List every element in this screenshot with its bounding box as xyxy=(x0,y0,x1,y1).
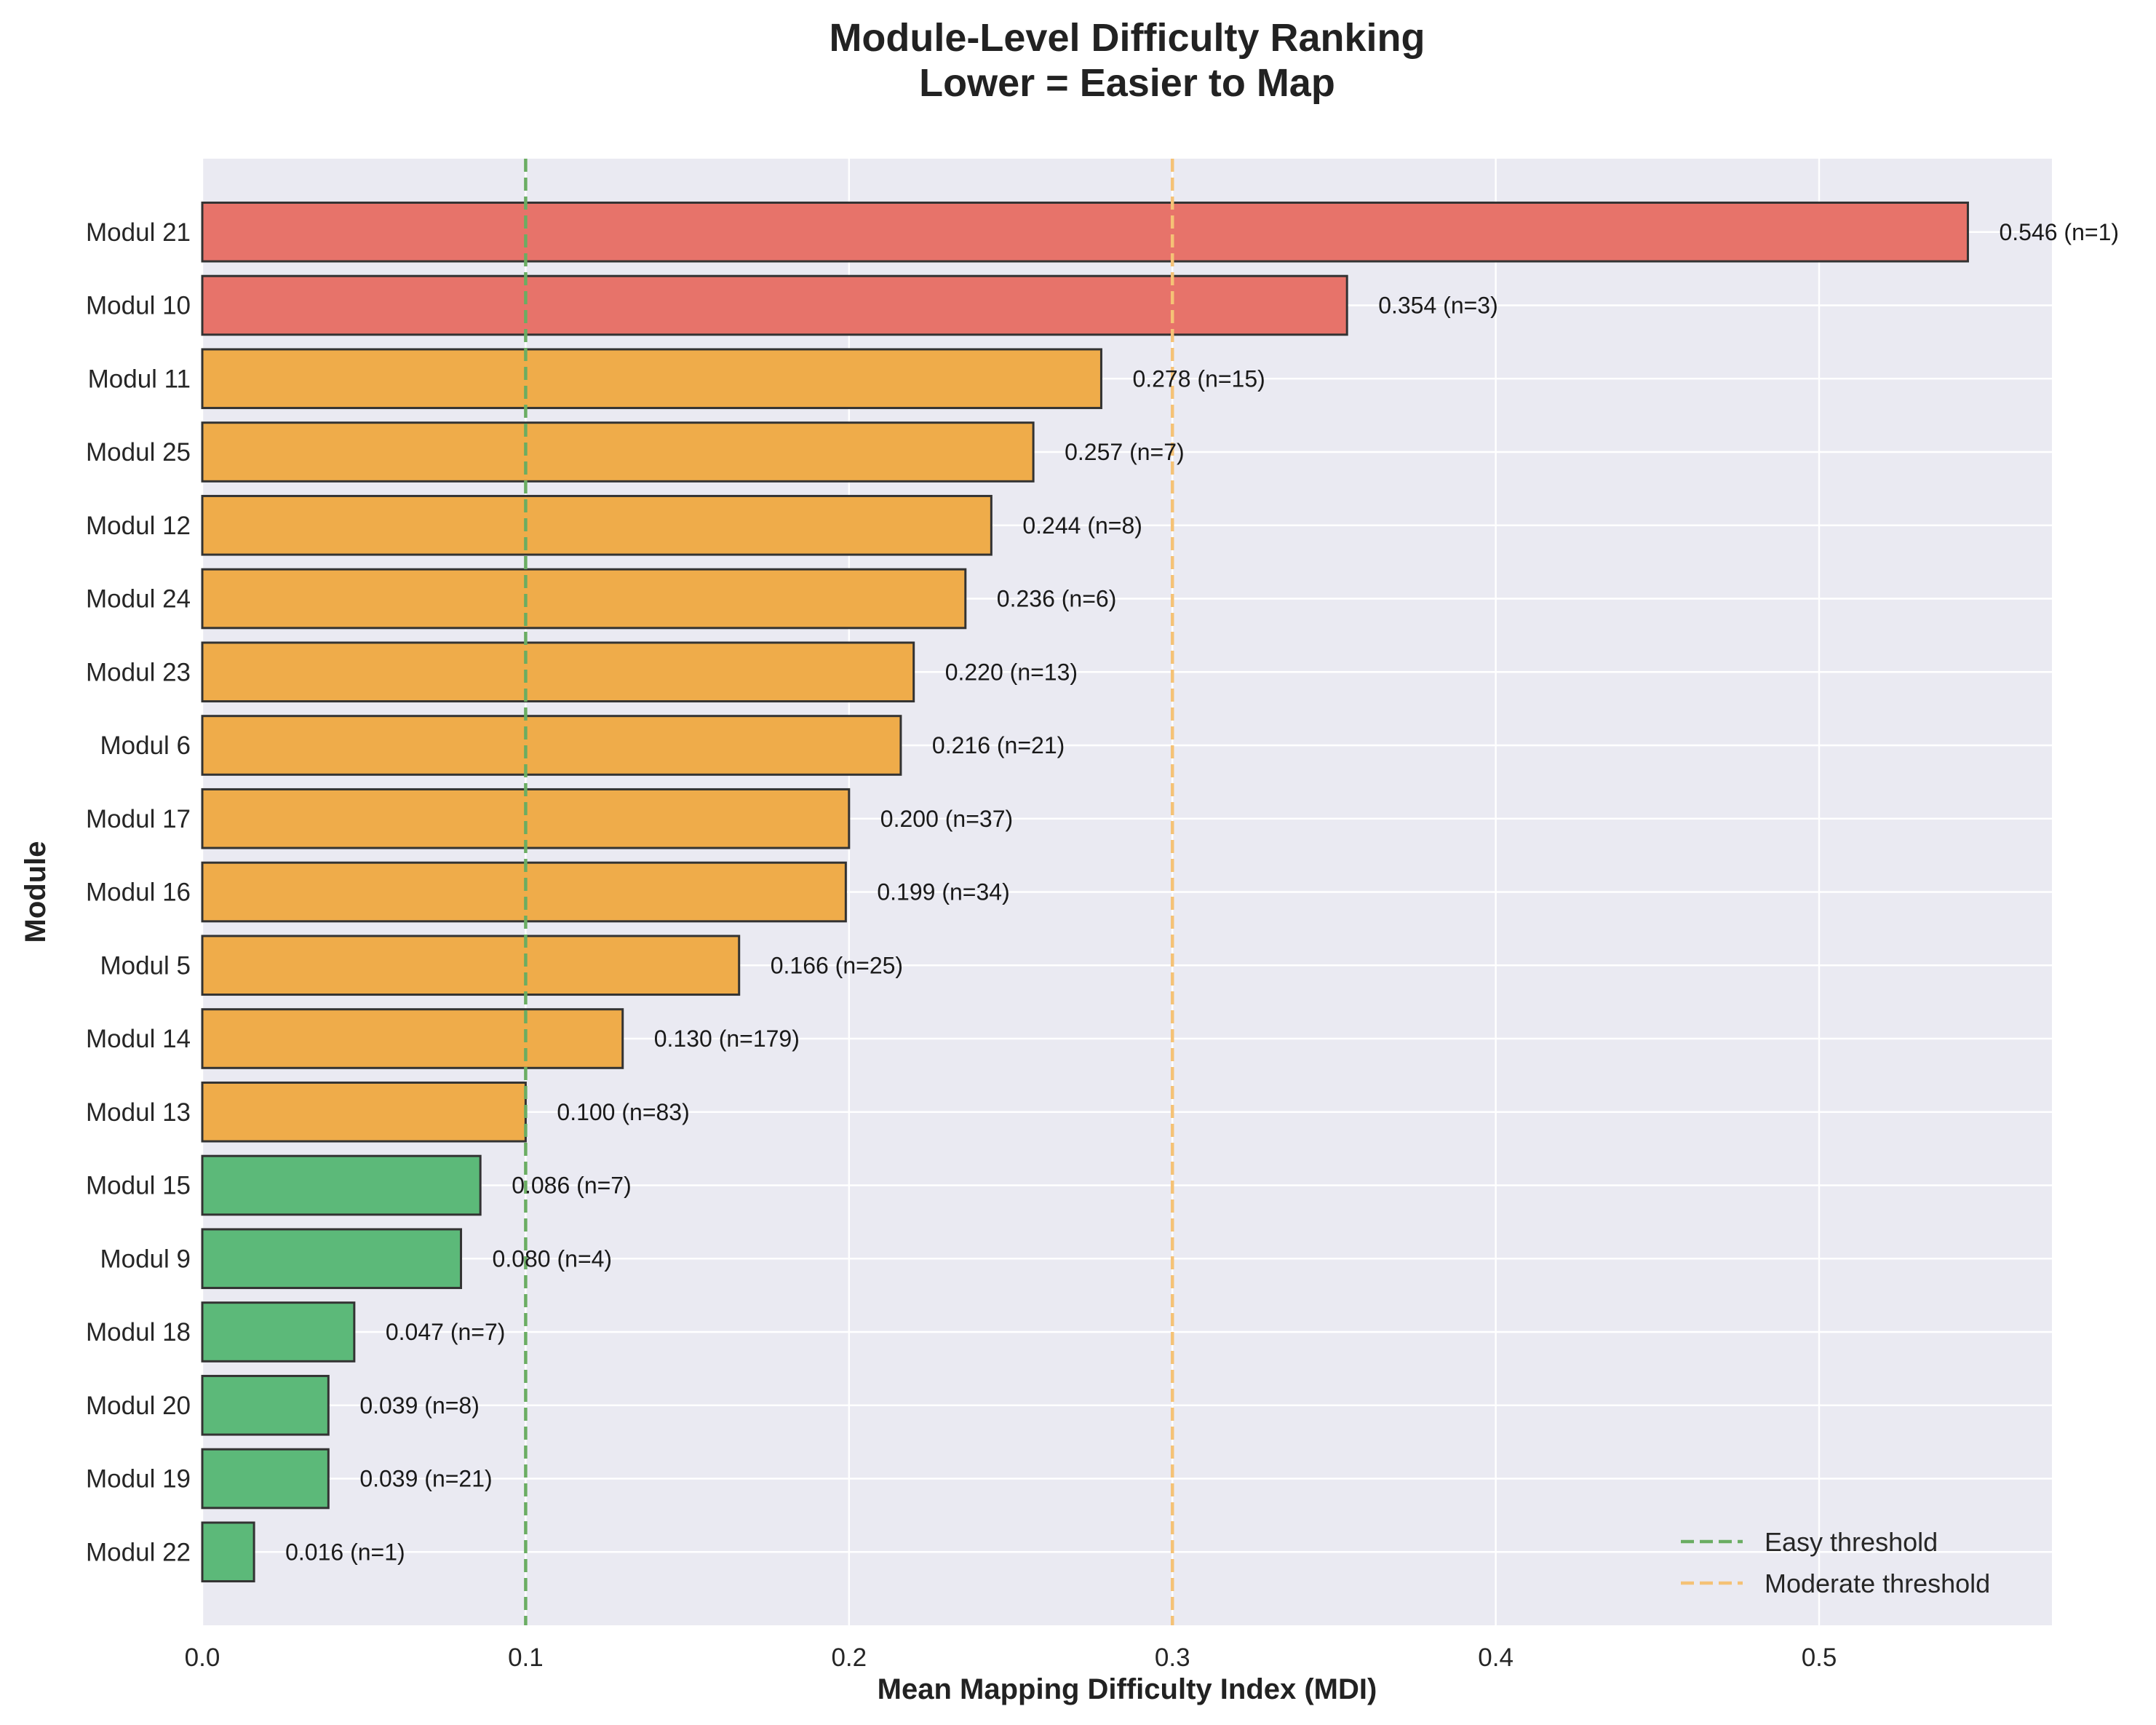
y-tick-label: Modul 5 xyxy=(100,951,191,980)
y-tick-label: Modul 11 xyxy=(88,365,191,393)
bar-modul-10 xyxy=(201,274,1348,336)
y-tick-label: Modul 16 xyxy=(86,879,191,907)
x-tick-label: 0.3 xyxy=(1155,1643,1190,1672)
x-tick-label: 0.5 xyxy=(1802,1643,1837,1672)
bar-modul-14 xyxy=(201,1008,624,1069)
data-label: 0.100 (n=83) xyxy=(557,1099,689,1125)
data-label: 0.039 (n=8) xyxy=(359,1392,480,1419)
data-label: 0.257 (n=7) xyxy=(1065,439,1185,465)
data-label: 0.546 (n=1) xyxy=(1999,219,2119,245)
y-tick-label: Modul 25 xyxy=(86,438,191,467)
data-label: 0.236 (n=6) xyxy=(997,586,1117,612)
x-tick-label: 0.0 xyxy=(185,1643,220,1672)
x-axis-title: Mean Mapping Difficulty Index (MDI) xyxy=(878,1673,1377,1705)
y-tick-label: Modul 18 xyxy=(86,1318,191,1347)
legend: Easy threshold Moderate threshold xyxy=(1681,1527,1990,1598)
y-tick-label: Modul 14 xyxy=(86,1025,191,1053)
data-labels: 0.546 (n=1) 0.354 (n=3) 0.278 (n=15) 0.257 … xyxy=(285,219,2119,1566)
bar-modul-19 xyxy=(201,1448,330,1510)
y-tick-label: Modul 21 xyxy=(86,218,191,247)
bar-modul-16 xyxy=(201,861,847,923)
chart-title-line: Lower = Easier to Map xyxy=(919,61,1335,105)
y-tick-label: Modul 23 xyxy=(86,658,191,686)
legend-label: Moderate threshold xyxy=(1765,1569,1990,1598)
y-tick-label: Modul 12 xyxy=(86,512,191,540)
bar-modul-17 xyxy=(201,788,851,849)
bar-modul-25 xyxy=(201,421,1035,483)
bar-modul-20 xyxy=(201,1374,330,1436)
data-label: 0.130 (n=179) xyxy=(654,1026,800,1052)
y-tick-label: Modul 10 xyxy=(86,292,191,320)
data-label: 0.200 (n=37) xyxy=(880,806,1013,832)
bar-modul-12 xyxy=(201,494,993,556)
y-tick-label: Modul 15 xyxy=(86,1172,191,1200)
bar-modul-5 xyxy=(201,935,741,996)
data-label: 0.016 (n=1) xyxy=(285,1539,405,1565)
bar-modul-21 xyxy=(201,201,1969,263)
bars xyxy=(201,201,1969,1583)
y-tick-label: Modul 9 xyxy=(100,1245,191,1273)
data-label: 0.080 (n=4) xyxy=(493,1245,613,1272)
data-label: 0.244 (n=8) xyxy=(1022,512,1142,539)
y-tick-label: Modul 20 xyxy=(86,1392,191,1420)
x-tick-label: 0.4 xyxy=(1478,1643,1513,1672)
y-axis-tick-labels: Modul 21 Modul 10 Modul 11 Modul 25 Modul 12… xyxy=(86,218,191,1567)
legend-label: Easy threshold xyxy=(1765,1527,1938,1557)
y-tick-label: Modul 13 xyxy=(86,1098,191,1127)
y-tick-label: Modul 19 xyxy=(86,1465,191,1494)
y-tick-label: Modul 17 xyxy=(86,805,191,833)
y-tick-label: Modul 24 xyxy=(86,585,191,614)
data-label: 0.278 (n=15) xyxy=(1132,365,1265,392)
y-tick-label: Modul 22 xyxy=(86,1538,191,1566)
data-label: 0.086 (n=7) xyxy=(512,1173,632,1199)
y-axis-title: Module xyxy=(20,841,52,943)
bar-modul-23 xyxy=(201,641,915,703)
bar-modul-18 xyxy=(201,1301,356,1363)
data-label: 0.220 (n=13) xyxy=(945,659,1078,685)
x-axis-tick-labels: 0.0 0.1 0.2 0.3 0.4 0.5 xyxy=(185,1643,1837,1672)
data-label: 0.047 (n=7) xyxy=(386,1319,506,1345)
bar-modul-15 xyxy=(201,1154,482,1216)
bar-modul-22 xyxy=(201,1521,255,1583)
bar-modul-24 xyxy=(201,568,967,630)
data-label: 0.354 (n=3) xyxy=(1378,293,1498,319)
threshold-lines xyxy=(524,159,1174,1625)
bar-modul-11 xyxy=(201,348,1102,410)
bar-modul-9 xyxy=(201,1228,463,1290)
chart-title-line: Module-Level Difficulty Ranking xyxy=(829,16,1425,60)
data-label: 0.166 (n=25) xyxy=(771,952,903,978)
x-tick-label: 0.1 xyxy=(508,1643,544,1672)
bar-modul-13 xyxy=(201,1081,527,1143)
data-label: 0.039 (n=21) xyxy=(359,1466,492,1492)
bar-modul-6 xyxy=(201,715,902,776)
data-label: 0.199 (n=34) xyxy=(877,879,1009,905)
y-tick-label: Modul 6 xyxy=(100,731,191,760)
x-tick-label: 0.2 xyxy=(831,1643,867,1672)
data-label: 0.216 (n=21) xyxy=(932,732,1065,758)
